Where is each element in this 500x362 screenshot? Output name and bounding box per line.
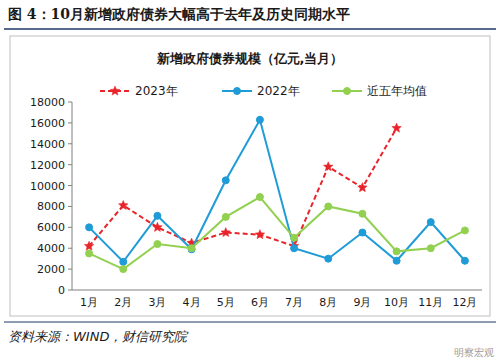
star-marker	[358, 183, 368, 192]
x-axis	[72, 290, 482, 291]
y-tick-label: 8000	[37, 200, 65, 213]
y-axis	[72, 102, 73, 290]
x-tick-label: 5月	[217, 296, 235, 309]
series-line	[89, 197, 465, 269]
circle-marker	[427, 245, 434, 252]
circle-marker	[427, 219, 434, 226]
circle-marker	[344, 88, 351, 95]
y-tick	[68, 269, 72, 270]
y-tick	[68, 164, 72, 165]
star-marker	[118, 200, 128, 209]
circle-marker	[188, 245, 195, 252]
y-tick-label: 18000	[30, 96, 65, 109]
star-marker	[110, 86, 120, 95]
y-tick-label: 0	[58, 284, 65, 297]
y-tick	[68, 185, 72, 186]
legend-entry: 2023年	[100, 84, 178, 98]
star-marker	[392, 123, 402, 132]
x-tick-label: 2月	[114, 296, 132, 309]
x-tick-label: 4月	[183, 296, 201, 309]
x-tick-label: 12月	[452, 296, 477, 309]
star-marker	[323, 162, 333, 171]
y-tick-label: 2000	[37, 263, 65, 276]
y-tick	[68, 248, 72, 249]
y-tick	[68, 143, 72, 144]
circle-marker	[222, 213, 229, 220]
star-marker	[255, 230, 265, 239]
y-tick-label: 10000	[30, 180, 65, 193]
circle-marker	[325, 203, 332, 210]
x-tick-label: 9月	[353, 296, 371, 309]
y-tick-label: 12000	[30, 159, 65, 172]
circle-marker	[120, 258, 127, 265]
circle-marker	[86, 224, 93, 231]
chart-subtitle: 新增政府债券规模（亿元,当月）	[156, 51, 344, 66]
circle-marker	[359, 210, 366, 217]
legend-label: 2022年	[257, 84, 300, 98]
y-tick	[68, 102, 72, 103]
plot-area	[84, 116, 468, 272]
x-tick-label: 11月	[418, 296, 443, 309]
circle-marker	[154, 212, 161, 219]
star-marker	[84, 241, 94, 250]
circle-marker	[86, 250, 93, 257]
legend-entry: 2022年	[222, 84, 300, 98]
chart: 图 4：10月新增政府债券大幅高于去年及历史同期水平新增政府债券规模（亿元,当月…	[0, 0, 500, 362]
y-tick	[68, 206, 72, 207]
y-tick-label: 16000	[30, 117, 65, 130]
circle-marker	[359, 229, 366, 236]
header-rule	[4, 28, 496, 30]
chart-frame	[10, 36, 490, 316]
circle-marker	[461, 227, 468, 234]
x-tick-label: 8月	[319, 296, 337, 309]
series-line	[89, 120, 465, 262]
circle-marker	[393, 257, 400, 264]
x-tick-label: 6月	[251, 296, 269, 309]
circle-marker	[325, 255, 332, 262]
circle-marker	[222, 177, 229, 184]
x-tick-label: 1月	[80, 296, 98, 309]
axes: 0 2000 4000 6000 8000 10000 12000 14000 16000 180…	[30, 96, 482, 309]
legend-label: 近五年均值	[367, 84, 427, 98]
source-note: 资料来源：WIND，财信研究院	[8, 329, 189, 344]
figure-title: 图 4：10月新增政府债券大幅高于去年及历史同期水平	[8, 6, 350, 22]
legend-label: 2023年	[135, 84, 178, 98]
circle-marker	[461, 257, 468, 264]
y-tick	[68, 227, 72, 228]
circle-marker	[291, 245, 298, 252]
watermark: 明察宏观	[454, 347, 494, 358]
circle-marker	[291, 234, 298, 241]
star-marker	[221, 228, 231, 237]
circle-marker	[256, 116, 263, 123]
x-tick-label: 7月	[285, 296, 303, 309]
y-tick-label: 14000	[30, 138, 65, 151]
y-tick-label: 6000	[37, 221, 65, 234]
y-tick	[68, 122, 72, 123]
circle-marker	[154, 241, 161, 248]
y-tick-label: 4000	[37, 242, 65, 255]
circle-marker	[256, 194, 263, 201]
star-marker	[153, 222, 163, 231]
footer-rule	[4, 322, 496, 323]
y-tick	[68, 290, 72, 291]
x-tick-label: 3月	[148, 296, 166, 309]
circle-marker	[393, 248, 400, 255]
series-line	[89, 128, 397, 246]
x-tick-label: 10月	[384, 296, 409, 309]
circle-marker	[120, 266, 127, 273]
legend-entry: 近五年均值	[332, 84, 427, 98]
circle-marker	[234, 88, 241, 95]
